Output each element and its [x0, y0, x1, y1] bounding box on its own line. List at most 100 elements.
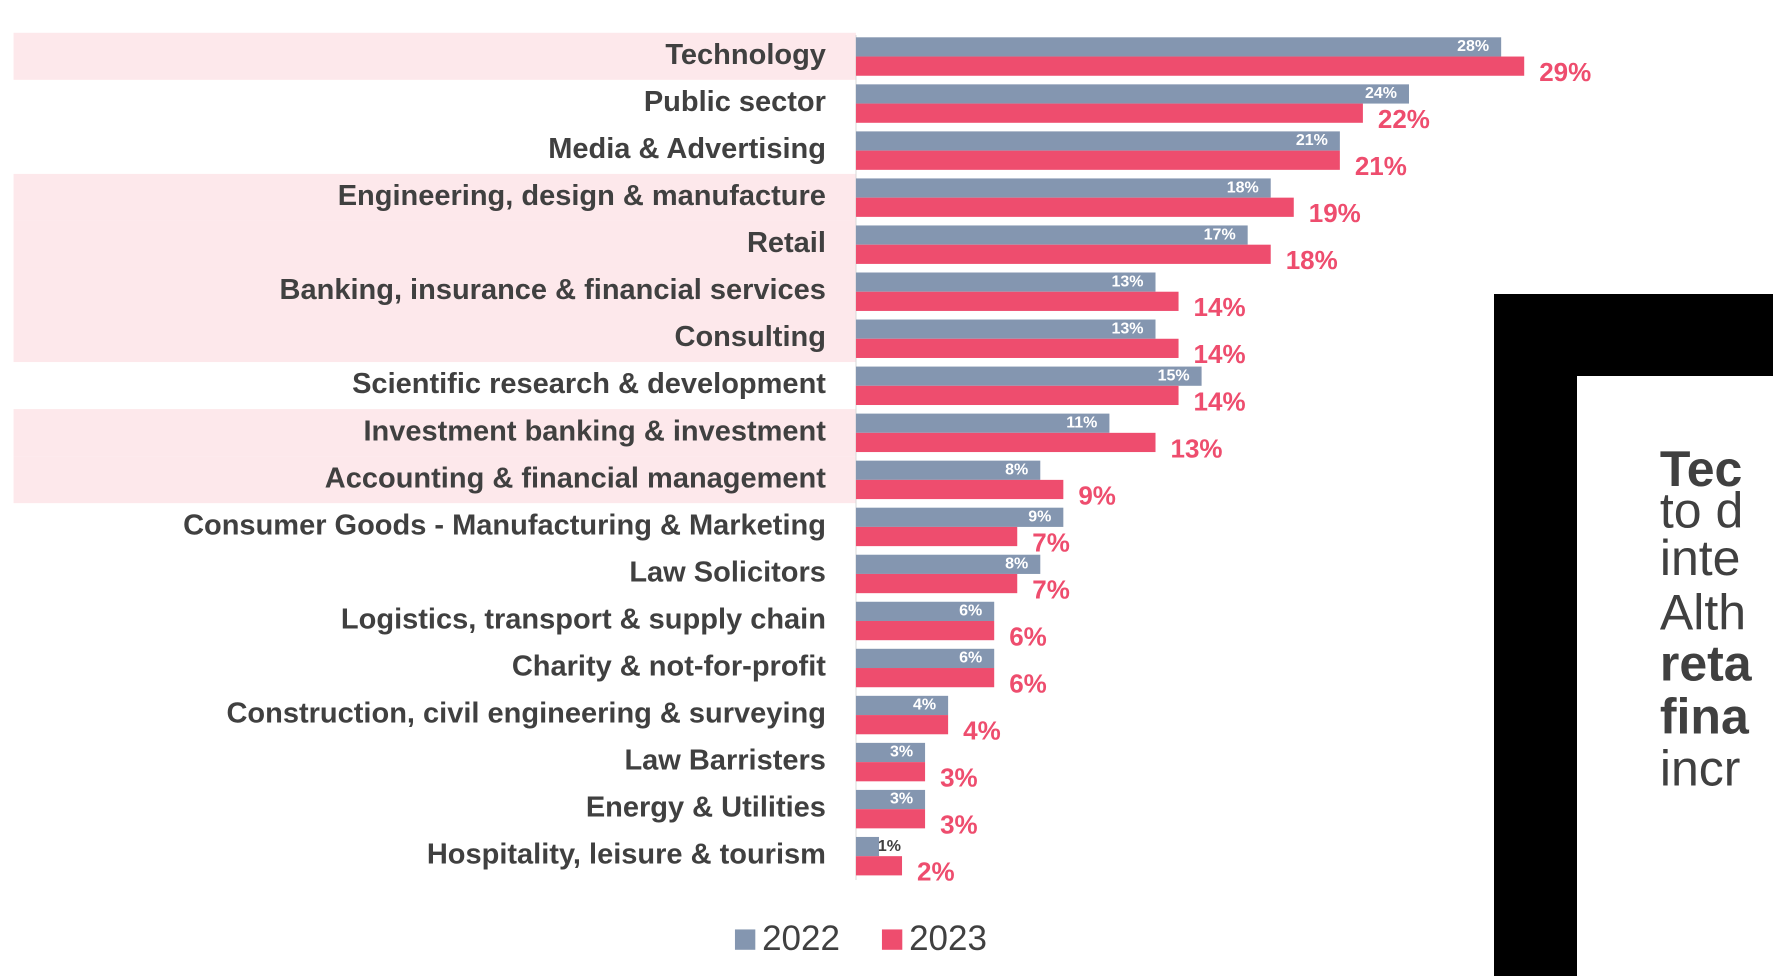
category-label: Consumer Goods - Manufacturing & Marketi…: [183, 509, 826, 541]
data-label: 13%: [1111, 320, 1143, 337]
category-label: Media & Advertising: [548, 133, 826, 165]
data-label: 17%: [1204, 226, 1236, 243]
row-highlight: [13, 220, 856, 268]
data-label: 7%: [1032, 574, 1070, 604]
legend-swatch: [881, 929, 903, 950]
data-label: 18%: [1286, 245, 1338, 275]
category-label: Banking, insurance & financial services: [280, 274, 826, 306]
bar: [855, 291, 1179, 311]
row-highlight: [13, 315, 856, 363]
data-label: 28%: [1457, 38, 1489, 55]
data-label: 13%: [1111, 273, 1143, 290]
bar: [855, 432, 1156, 453]
bar: [855, 715, 949, 735]
data-label: 29%: [1539, 57, 1591, 87]
callout-text: inte: [1660, 530, 1741, 586]
bar: [855, 479, 1064, 500]
bar: [855, 554, 1041, 574]
category-label: Hospitality, leisure & tourism: [427, 839, 826, 871]
data-label: 3%: [890, 791, 913, 808]
data-label: 8%: [1005, 461, 1028, 478]
bar: [855, 150, 1340, 170]
row-highlight: [13, 173, 856, 221]
data-label: 19%: [1309, 198, 1361, 228]
category-label: Engineering, design & manufacture: [338, 180, 826, 212]
row-highlight: [13, 409, 856, 457]
bar: [855, 225, 1248, 245]
data-label: 6%: [1009, 669, 1047, 699]
category-label: Investment banking & investment: [363, 415, 826, 447]
bar: [855, 648, 995, 669]
legend-swatch: [734, 929, 756, 950]
bar: [855, 668, 995, 688]
data-label: 22%: [1378, 104, 1430, 134]
data-label: 14%: [1194, 292, 1246, 322]
data-label: 21%: [1296, 132, 1328, 149]
callout-text: reta: [1660, 635, 1753, 691]
callout-text: to d: [1660, 483, 1743, 539]
data-label: 6%: [959, 603, 982, 620]
data-label: 6%: [959, 650, 982, 667]
data-label: 15%: [1158, 367, 1190, 384]
category-label: Law Solicitors: [629, 556, 826, 588]
callout-text: fina: [1660, 688, 1750, 744]
bar: [855, 37, 1502, 57]
data-label: 3%: [940, 810, 978, 840]
legend-label: 2023: [909, 919, 987, 958]
bar: [855, 809, 926, 829]
callout-text: Alth: [1660, 584, 1746, 640]
bar: [855, 856, 903, 876]
data-label: 11%: [1066, 414, 1097, 431]
bar: [855, 338, 1179, 358]
bar: [855, 762, 926, 782]
bar: [855, 789, 926, 810]
bar: [855, 197, 1294, 217]
category-label: Energy & Utilities: [586, 792, 826, 824]
bar: [855, 319, 1156, 339]
data-label: 14%: [1194, 339, 1246, 369]
data-label: 8%: [1005, 556, 1028, 573]
category-label: Accounting & financial management: [325, 462, 826, 494]
row-highlight: [13, 456, 856, 504]
data-label: 14%: [1194, 386, 1246, 416]
bar: [855, 56, 1525, 76]
data-label: 3%: [890, 744, 913, 761]
data-label: 1%: [878, 838, 901, 855]
data-label: 9%: [1028, 509, 1051, 526]
bar: [855, 103, 1363, 123]
data-label: 21%: [1355, 151, 1407, 181]
data-label: 4%: [913, 697, 936, 714]
data-label: 6%: [1009, 621, 1047, 651]
legend-label: 2022: [762, 919, 840, 958]
category-label: Construction, civil engineering & survey…: [226, 697, 825, 729]
bar: [855, 620, 995, 641]
data-label: 3%: [940, 763, 978, 793]
callout-text: Tec: [1660, 441, 1742, 497]
data-label: 24%: [1365, 85, 1397, 102]
category-label: Retail: [747, 227, 826, 259]
callout-panel: [1577, 376, 1773, 976]
bar: [855, 526, 1018, 547]
bar: [855, 178, 1271, 198]
category-label: Charity & not-for-profit: [512, 650, 826, 682]
bar: [855, 244, 1271, 264]
callout-text: incr: [1660, 740, 1741, 796]
bar: [855, 460, 1041, 480]
category-label: Public sector: [644, 86, 826, 118]
data-label: 18%: [1227, 179, 1259, 196]
bar: [855, 272, 1156, 292]
bar: [855, 366, 1202, 386]
bar: [855, 413, 1110, 433]
data-label: 13%: [1171, 433, 1223, 463]
data-label: 4%: [963, 716, 1001, 746]
bar: [855, 601, 995, 621]
bar: [855, 385, 1179, 406]
bar: [855, 131, 1340, 151]
bar: [855, 573, 1018, 594]
category-label: Law Barristers: [624, 745, 826, 777]
bar: [855, 84, 1409, 104]
category-label: Logistics, transport & supply chain: [341, 603, 826, 635]
bar: [855, 695, 949, 716]
row-highlight: [13, 32, 856, 80]
